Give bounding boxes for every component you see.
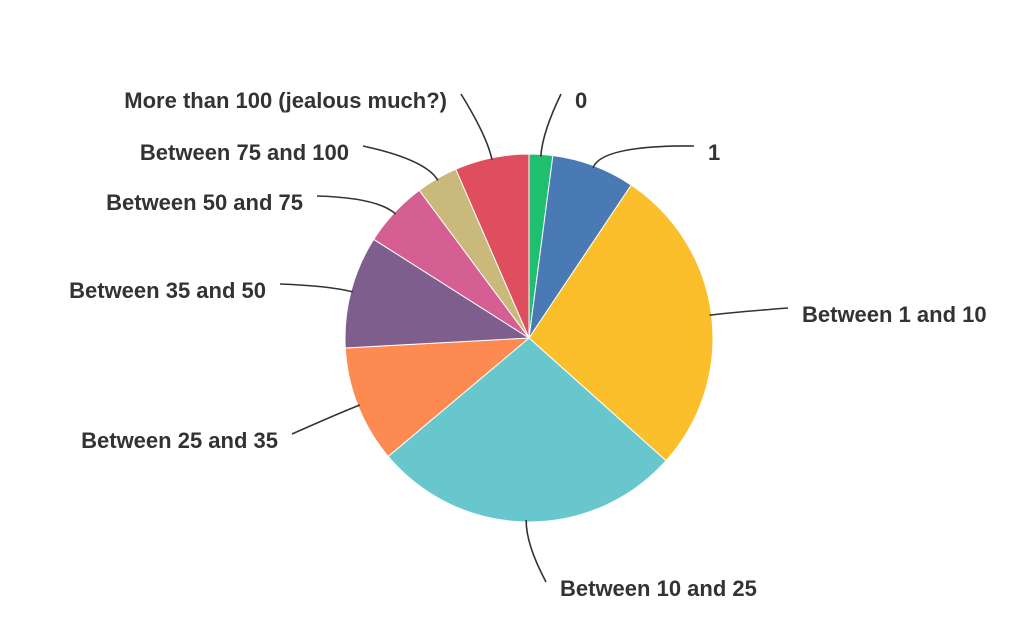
slice-label-between-50-and-75: Between 50 and 75 bbox=[106, 190, 303, 215]
leader-line-between-35-and-50 bbox=[279, 283, 354, 293]
slice-label-between-10-and-25: Between 10 and 25 bbox=[560, 576, 757, 601]
slice-label-more-than-100-jealous-much: More than 100 (jealous much?) bbox=[124, 88, 447, 113]
leader-line-1 bbox=[592, 145, 695, 169]
leader-line-more-than-100-jealous-much bbox=[460, 93, 493, 160]
slice-labels: 0 1 Between 1 and 10 Between 10 and 25 Betwe… bbox=[69, 88, 987, 601]
leader-line-between-50-and-75 bbox=[316, 195, 397, 215]
leader-line-between-25-and-35 bbox=[291, 404, 361, 435]
slice-label-0: 0 bbox=[575, 88, 587, 113]
pie-slices bbox=[344, 153, 714, 523]
leader-line-0 bbox=[540, 93, 562, 157]
slice-label-1: 1 bbox=[708, 140, 720, 165]
leader-line-between-75-and-100 bbox=[362, 145, 439, 181]
slice-label-between-35-and-50: Between 35 and 50 bbox=[69, 278, 266, 303]
slice-label-between-1-and-10: Between 1 and 10 bbox=[802, 302, 987, 327]
leader-lines bbox=[279, 93, 789, 583]
slice-label-between-25-and-35: Between 25 and 35 bbox=[81, 428, 278, 453]
leader-line-between-10-and-25 bbox=[525, 519, 547, 583]
leader-line-between-1-and-10 bbox=[709, 307, 789, 316]
slice-label-between-75-and-100: Between 75 and 100 bbox=[140, 140, 349, 165]
